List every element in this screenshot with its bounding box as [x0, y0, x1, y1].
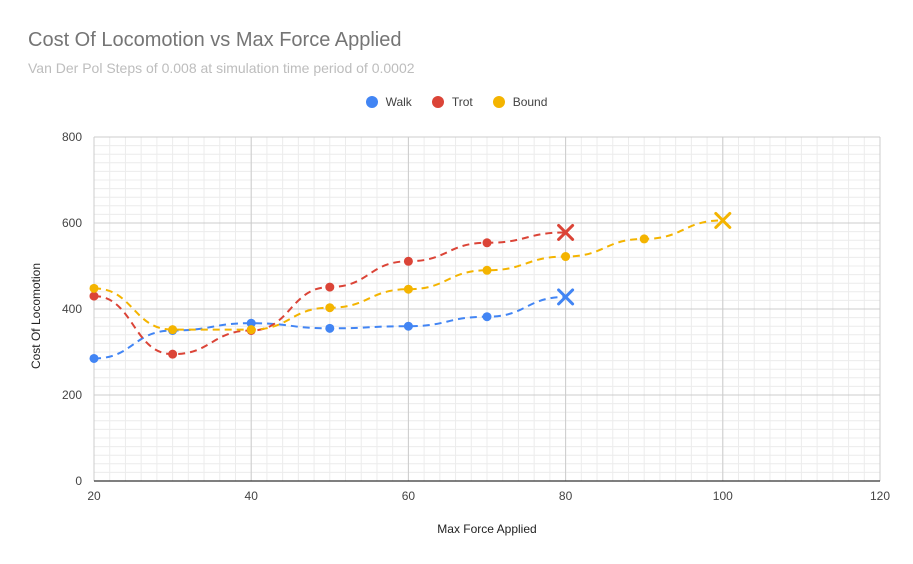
chart-title: Cost Of Locomotion vs Max Force Applied: [28, 29, 402, 51]
data-point-walk: [557, 288, 575, 306]
legend-label-bound: Bound: [512, 95, 548, 109]
data-point-bound: [482, 265, 492, 275]
legend-entry-bound[interactable]: Bound: [492, 95, 548, 109]
data-point-bound: [89, 283, 99, 293]
data-point-trot: [403, 256, 413, 266]
x-tick-label: 20: [87, 489, 101, 503]
data-point-walk: [482, 312, 492, 322]
legend-label-trot: Trot: [451, 95, 473, 109]
x-tick-label: 80: [559, 489, 573, 503]
legend-entry-walk[interactable]: Walk: [365, 95, 412, 109]
x-tick-label: 40: [245, 489, 259, 503]
gridlines: [93, 136, 881, 482]
x-tick-label: 60: [402, 489, 416, 503]
y-tick-label: 800: [62, 130, 82, 144]
data-point-trot: [325, 282, 335, 292]
data-point-walk: [403, 321, 413, 331]
axes: 20 40 60 80 100 120 0 200 400 600 800: [62, 130, 890, 503]
data-point-walk: [325, 323, 335, 333]
x-axis-title: Max Force Applied: [437, 522, 536, 536]
legend: Walk Trot Bound: [0, 95, 913, 109]
series-line-bound: [93, 219, 723, 331]
series-layer: [89, 211, 732, 363]
y-tick-label: 0: [75, 474, 82, 488]
legend-marker-trot: [431, 96, 444, 108]
data-point-trot: [89, 291, 99, 301]
legend-entry-trot[interactable]: Trot: [431, 95, 473, 109]
end-marker-x-trot: [557, 223, 575, 241]
legend-label-walk: Walk: [385, 95, 412, 109]
data-point-bound: [714, 211, 732, 229]
data-point-bound: [639, 234, 649, 244]
data-point-walk: [246, 318, 256, 328]
end-marker-x-walk: [557, 288, 575, 306]
y-tick-label: 400: [62, 302, 82, 316]
y-tick-label: 600: [62, 216, 82, 230]
data-point-bound: [403, 284, 413, 294]
data-point-bound: [561, 252, 571, 262]
data-point-trot: [557, 223, 575, 241]
data-point-trot: [482, 238, 492, 248]
end-marker-x-bound: [714, 211, 732, 229]
legend-marker-bound: [492, 96, 505, 108]
data-point-bound: [168, 325, 178, 335]
x-tick-label: 100: [713, 489, 733, 503]
data-point-bound: [325, 303, 335, 313]
chart-subtitle: Van Der Pol Steps of 0.008 at simulation…: [28, 60, 415, 76]
x-tick-label: 120: [870, 489, 890, 503]
data-point-trot: [168, 349, 178, 359]
y-axis-title: Cost Of Locomotion: [29, 263, 43, 369]
data-point-bound: [246, 325, 256, 335]
y-tick-label: 200: [62, 388, 82, 402]
legend-marker-walk: [365, 96, 378, 108]
data-point-walk: [89, 353, 99, 363]
